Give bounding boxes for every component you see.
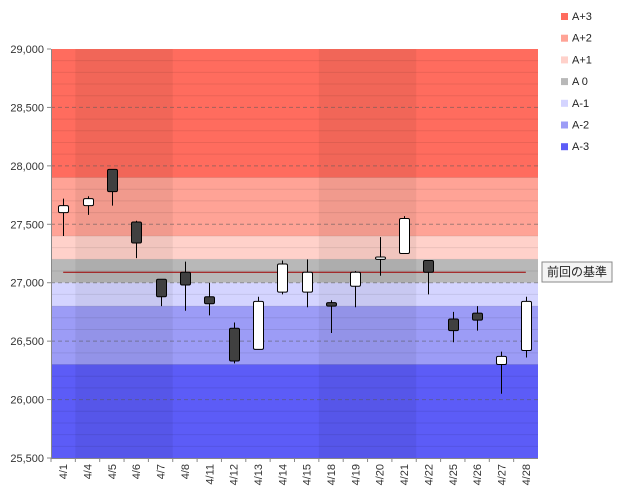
x-tick-label: 4/4 [83, 464, 95, 479]
candle-body-4-28 [521, 300, 532, 351]
candle-body-4-13 [253, 300, 264, 350]
y-tick-label: 26,500 [10, 336, 44, 348]
legend-label: A-2 [572, 120, 589, 132]
x-tick-label: 4/6 [131, 464, 143, 479]
y-tick-label: 29,000 [10, 44, 44, 56]
x-tick-label: 4/12 [229, 464, 241, 485]
week-shading-layer [75, 49, 417, 458]
candle-body-4-14 [277, 263, 288, 293]
x-tick-label: 4/20 [375, 464, 387, 485]
x-tick-label: 4/21 [399, 464, 411, 485]
reference-callout-box [541, 261, 613, 283]
x-tick-label: 4/13 [253, 464, 265, 485]
legend-swatch [561, 34, 568, 42]
x-tick-label: 4/5 [107, 464, 119, 479]
legend-label: A+3 [572, 11, 592, 23]
reference-callout-label: 前回の基準 [547, 264, 607, 279]
candle-body-4-26 [472, 312, 483, 321]
x-tick-label: 4/15 [302, 464, 314, 485]
band-aplus3 [51, 49, 538, 178]
y-tick-label: 25,500 [10, 453, 44, 465]
legend: A+3 A+2 A+1 A 0 A-1 A-2 A-3 [561, 11, 592, 153]
legend-swatch [561, 13, 568, 20]
x-tick-label: 4/19 [350, 464, 362, 485]
candle-body-4-1 [58, 205, 69, 214]
y-axis-ticks: 25,500 26,000 26,500 27,000 27,500 28,000 28,5… [10, 44, 51, 465]
x-tick-label: 4/27 [496, 464, 508, 485]
candle-body-4-7 [156, 278, 167, 298]
candle-layer [58, 168, 532, 394]
legend-label: A-1 [572, 98, 589, 110]
candle-body-4-8 [180, 271, 191, 286]
y-tick-label: 27,500 [10, 219, 44, 231]
y-tick-label: 28,000 [10, 161, 44, 173]
y-tick-label: 28,500 [10, 102, 44, 114]
legend-label: A-3 [572, 141, 589, 153]
x-tick-label: 4/7 [156, 464, 168, 479]
legend-swatch [561, 56, 568, 64]
candle-body-4-15 [302, 271, 313, 293]
x-axis-ticks: 4/1 4/4 4/5 4/6 4/7 4/8 4/11 4/12 4/13 4/14 4/15 4/… [50, 458, 533, 485]
candle-body-4-5 [107, 168, 118, 193]
candle-body-4-6 [131, 221, 142, 244]
y-tick-label: 26,000 [10, 395, 44, 407]
x-tick-label: 4/11 [204, 464, 216, 485]
candle-body-4-22 [423, 260, 434, 273]
x-tick-label: 4/14 [277, 464, 289, 485]
band-aplus1 [51, 235, 538, 260]
band-aminus2 [51, 306, 538, 365]
x-tick-label: 4/22 [423, 464, 435, 485]
x-tick-label: 4/18 [326, 464, 338, 485]
reference-callout: 前回の基準 [541, 261, 613, 283]
legend-label: A+1 [572, 54, 592, 66]
band-a0 [51, 259, 538, 283]
band-layer [51, 49, 538, 458]
x-tick-label: 4/25 [448, 464, 460, 485]
candle-body-4-11 [204, 296, 215, 305]
legend-swatch [561, 78, 568, 86]
candle-body-4-18 [326, 302, 337, 307]
gridline-layer [51, 60, 538, 447]
legend-swatch [561, 121, 568, 129]
x-tick-label: 4/1 [58, 464, 70, 479]
legend-label: A 0 [572, 76, 588, 88]
band-aminus3 [51, 364, 538, 458]
candle-body-4-20 [375, 256, 386, 260]
legend-swatch [561, 143, 568, 151]
candle-body-4-21 [399, 217, 410, 254]
candle-body-4-25 [448, 318, 459, 332]
legend-swatch [561, 99, 568, 107]
x-tick-label: 4/28 [521, 464, 533, 485]
x-tick-label: 4/8 [180, 464, 192, 479]
x-tick-label: 4/26 [472, 464, 484, 485]
band-aminus1 [51, 282, 538, 307]
candle-body-4-27 [496, 355, 507, 366]
legend-label: A+2 [572, 33, 592, 45]
candle-body-4-12 [229, 327, 240, 362]
y-tick-label: 27,000 [10, 278, 44, 290]
candle-body-4-19 [350, 271, 361, 287]
candle-body-4-4 [83, 198, 94, 207]
week-shading-1 [75, 49, 173, 458]
